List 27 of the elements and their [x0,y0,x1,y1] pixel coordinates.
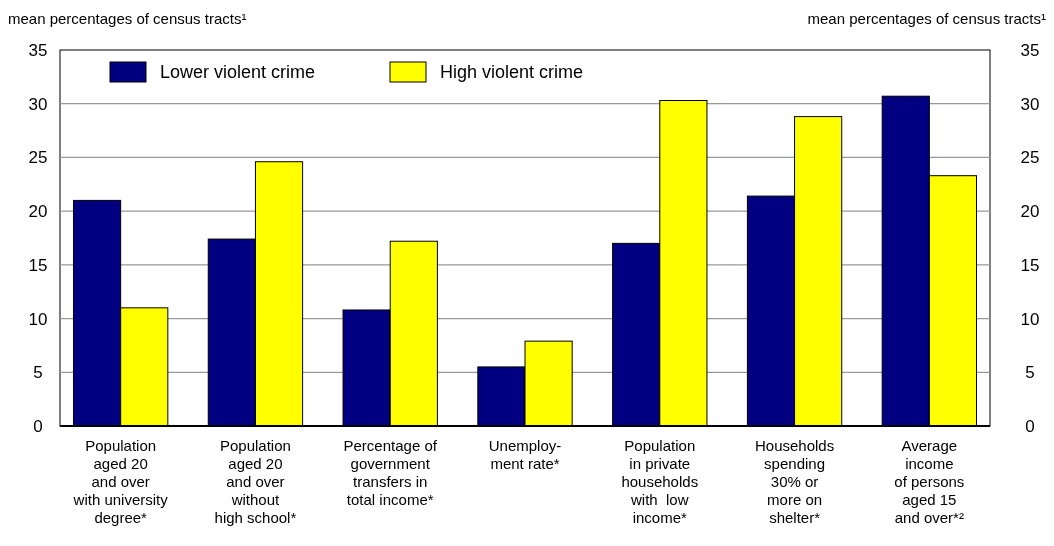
x-tick-label: Average income of persons aged 15 and over*² [894,437,965,526]
y2-axis-title: mean percentages of census tracts¹ [807,10,1046,27]
y-axis-title: mean percentages of census tracts¹ [8,10,247,27]
y-tick-label: 0 [33,416,43,436]
y2-tick-label: 5 [1025,363,1035,383]
y-tick-label: 10 [28,309,48,329]
legend-label: High violent crime [440,62,584,82]
y2-tick-label: 20 [1020,202,1040,222]
legend-label: Lower violent crime [160,62,316,82]
x-tick-label: Unemploy- ment rate* [488,437,562,472]
y-tick-label: 25 [28,148,48,168]
x-tick-label: Population aged 20 and over with university degree* [72,437,169,526]
y2-tick-label: 0 [1025,416,1035,436]
y2-tick-label: 35 [1020,40,1040,60]
y2-tick-label: 25 [1020,148,1040,168]
y-tick-label: 20 [28,202,48,222]
y2-tick-label: 10 [1020,309,1040,329]
y-tick-label: 5 [33,363,43,383]
x-tick-label: Population aged 20 and over without high school* [214,437,297,526]
y2-tick-label: 30 [1020,94,1040,114]
x-tick-label: Population in private households with low income* [621,437,699,526]
x-tick-label: Percentage of government transfers in total income* [343,437,438,508]
y-tick-label: 35 [28,40,48,60]
y-tick-label: 15 [28,255,48,275]
x-tick-label: Households spending 30% or more on shelter* [754,437,835,526]
y2-tick-label: 15 [1020,255,1040,275]
y-tick-label: 30 [28,94,48,114]
